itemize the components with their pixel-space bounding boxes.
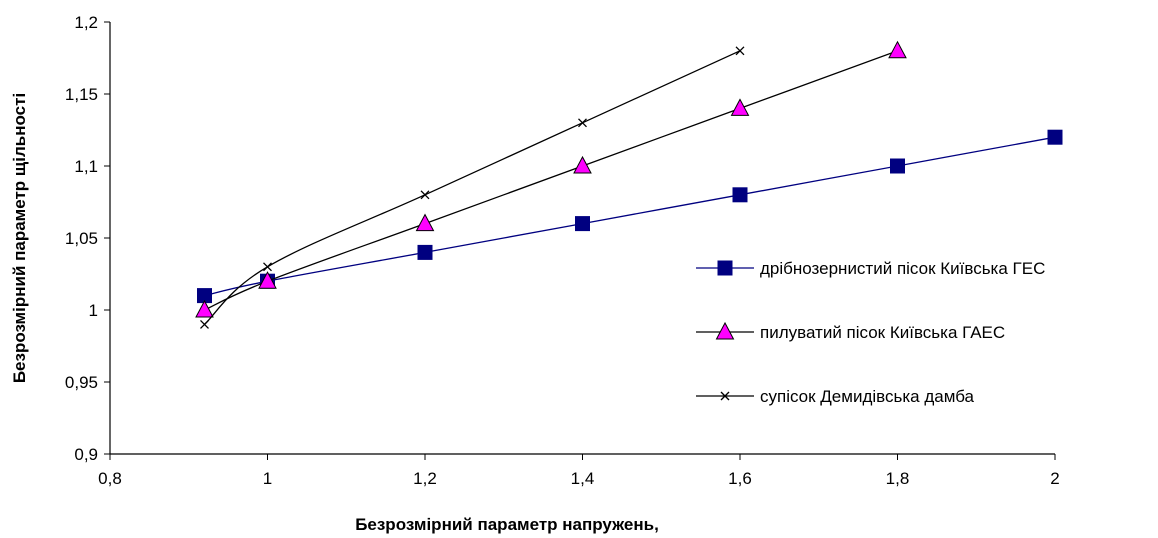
series-3 bbox=[200, 46, 745, 329]
legend-swatch-marker bbox=[715, 321, 735, 340]
y-tick-label: 1,2 bbox=[74, 13, 98, 32]
series-3-point bbox=[735, 46, 745, 56]
series-2-point bbox=[730, 98, 750, 116]
x-tick-label: 0,8 bbox=[98, 469, 122, 488]
legend-item-3: супісок Демидівська дамба bbox=[696, 387, 975, 406]
series-1-point bbox=[575, 216, 590, 232]
x-tick-label: 1,6 bbox=[728, 469, 752, 488]
series-2-point bbox=[258, 271, 277, 289]
y-tick-label: 1,1 bbox=[74, 157, 98, 176]
axes: 0,8 1 1,2 1,4 1,6 1,8 2 0,9 0,95 1 1,05 1,1 1,15 1,2 bbox=[65, 13, 1060, 488]
y-tick-label: 1 bbox=[89, 301, 98, 320]
series-1-point bbox=[732, 187, 748, 203]
x-tick-label: 1,8 bbox=[886, 469, 910, 488]
series-layer bbox=[195, 40, 1063, 329]
series-1-point bbox=[417, 244, 433, 260]
y-tick-label: 0,95 bbox=[65, 373, 98, 392]
series-3-point bbox=[420, 190, 430, 200]
series-3-line bbox=[204, 50, 741, 325]
series-1-point bbox=[890, 158, 905, 174]
series-3-point bbox=[263, 262, 272, 272]
y-tick-label: 1,05 bbox=[65, 229, 98, 248]
series-2-point bbox=[573, 155, 592, 174]
y-axis-title: Безрозмірний параметр щільності bbox=[10, 93, 29, 383]
x-tick-label: 2 bbox=[1050, 469, 1059, 488]
legend: дрібнозернистий пісок Київська ГЕС пилува… bbox=[696, 259, 1045, 406]
x-tick-label: 1,4 bbox=[571, 469, 595, 488]
legend-swatch-marker bbox=[720, 391, 730, 401]
series-2-point bbox=[415, 213, 435, 232]
legend-item-1: дрібнозернистий пісок Київська ГЕС bbox=[696, 259, 1045, 278]
x-axis-title: Безрозмірний параметр напружень, bbox=[355, 515, 659, 534]
y-tick-label: 1,15 bbox=[65, 85, 98, 104]
series-3-point bbox=[578, 118, 587, 128]
series-1-point bbox=[1047, 129, 1063, 145]
series-3-point bbox=[200, 319, 209, 329]
legend-swatch-marker bbox=[717, 260, 733, 276]
x-tick-label: 1 bbox=[263, 469, 272, 488]
legend-label: пилуватий пісок Київська ГАЕС bbox=[760, 323, 1005, 342]
series-2-point bbox=[195, 299, 214, 318]
legend-item-2: пилуватий пісок Київська ГАЕС bbox=[696, 321, 1005, 342]
legend-label: супісок Демидівська дамба bbox=[760, 387, 975, 406]
series-2 bbox=[195, 40, 907, 318]
series-2-point bbox=[888, 40, 907, 59]
y-tick-label: 0,9 bbox=[74, 445, 98, 464]
x-tick-label: 1,2 bbox=[413, 469, 437, 488]
legend-label: дрібнозернистий пісок Київська ГЕС bbox=[760, 259, 1045, 278]
